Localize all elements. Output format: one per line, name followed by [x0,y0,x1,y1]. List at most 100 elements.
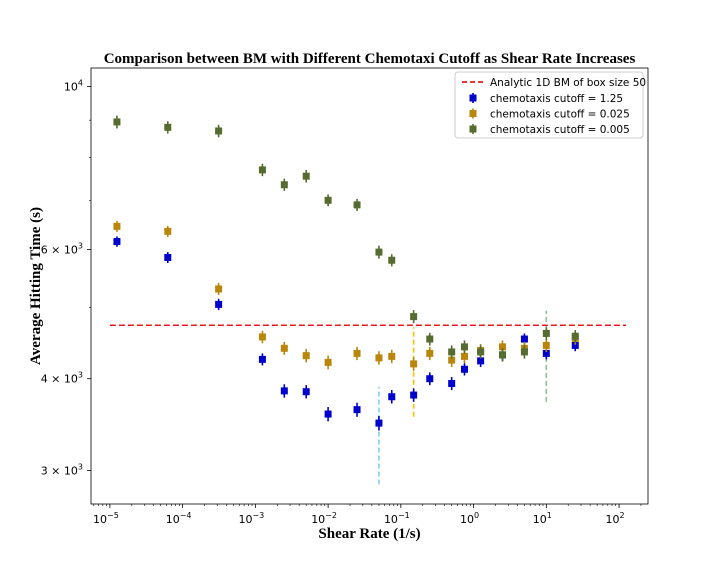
data-point [460,365,468,373]
x-tick-label-exponent: −2 [325,511,337,520]
series-layer [113,115,579,431]
data-point [477,357,485,365]
data-point [215,300,223,308]
legend-swatch-marker [469,110,477,117]
x-tick-label-exponent: −1 [398,511,410,520]
data-point [113,118,121,126]
data-point [388,256,396,264]
y-tick-label-exponent: 3 [78,241,83,250]
data-point [215,127,223,135]
data-point [460,343,468,351]
data-point [448,380,456,388]
legend-series-entries: chemotaxis cutoff = 1.25 chemotaxis cutof… [469,93,630,136]
data-point [258,355,266,363]
data-point [448,348,456,356]
data-point [375,248,383,256]
data-point [410,313,418,321]
data-point [113,238,121,246]
y-tick-label-base: 3 × 10 [41,464,78,477]
data-point [164,227,172,235]
data-point [280,181,288,189]
data-point [375,354,383,362]
data-point [426,375,434,383]
data-point [542,341,550,349]
x-tick-label-base: 10 [238,513,252,526]
data-point [302,352,310,360]
data-point [477,348,485,356]
data-point [215,285,223,293]
x-tick-label: 101 [533,511,552,526]
y-tick-label-base: 10 [64,81,78,94]
x-tick-label: 102 [606,511,625,526]
data-point [302,388,310,396]
data-point [324,410,332,418]
data-point [542,329,550,337]
data-point [258,333,266,341]
data-point [426,335,434,343]
x-tick-label: 100 [460,511,479,526]
series-chemotaxis-cutoff-0-025 [113,220,579,371]
series-chemotaxis-cutoff-0-005 [113,115,579,362]
data-point [410,360,418,368]
data-point [388,352,396,360]
x-tick-label-base: 10 [460,513,474,526]
x-tick-label-exponent: 2 [620,511,625,520]
y-tick-label: 4 × 103 [41,371,83,386]
x-tick-label-base: 10 [93,513,107,526]
data-point [448,356,456,364]
legend-box [454,71,644,139]
chart-title: Comparison between BM with Different Che… [104,51,636,67]
data-point [520,348,528,356]
data-point [353,406,361,414]
data-point [324,196,332,204]
y-tick-label-base: 4 × 10 [41,373,78,386]
data-point [571,332,579,340]
data-point [280,344,288,352]
legend-swatch-marker [469,94,477,102]
data-point [353,201,361,209]
y-axis-label: Average Hitting Time (s) [28,207,44,365]
y-tick-label-exponent: 4 [78,79,83,88]
plot-area [90,67,649,505]
data-point [353,349,361,357]
x-tick-label-exponent: −4 [180,511,192,520]
x-tick-label-exponent: 0 [474,511,479,520]
markers-layer [109,310,627,485]
x-tick-label: 10−1 [384,511,410,526]
y-tick-label-exponent: 3 [78,371,83,380]
x-tick-label-base: 10 [166,513,180,526]
x-tick-label-base: 10 [533,513,547,526]
x-tick-label: 10−2 [311,511,337,526]
data-point [460,352,468,360]
data-point [571,341,579,349]
y-tick-label: 3 × 103 [41,462,83,477]
legend-label: chemotaxis cutoff = 0.025 [490,109,630,121]
data-point [375,419,383,427]
x-tick-label-exponent: −3 [252,511,264,520]
legend: Analytic 1D BM of box size 50 chemotaxis… [454,71,646,139]
x-tick-label-base: 10 [384,513,398,526]
series-chemotaxis-cutoff-1-25 [113,236,579,431]
x-tick-label-base: 10 [606,513,620,526]
y-tick-label-exponent: 3 [78,462,83,471]
data-point [164,254,172,262]
data-point [324,358,332,366]
data-point [499,343,507,351]
x-tick-label: 10−4 [166,511,192,526]
legend-label: chemotaxis cutoff = 1.25 [490,93,623,105]
legend-reference-line-label: Analytic 1D BM of box size 50 [490,77,646,89]
y-tick-label: 104 [64,79,83,94]
x-tick-label: 10−3 [238,511,264,526]
data-point [388,393,396,401]
x-tick-label-exponent: 1 [547,511,552,520]
data-point [258,166,266,174]
x-tick-label: 10−5 [93,511,119,526]
x-tick-label-base: 10 [311,513,325,526]
data-point [302,172,310,180]
data-point [499,351,507,359]
data-point [542,349,550,357]
data-point [113,222,121,230]
data-point [164,123,172,131]
x-tick-label-exponent: −5 [107,511,119,520]
